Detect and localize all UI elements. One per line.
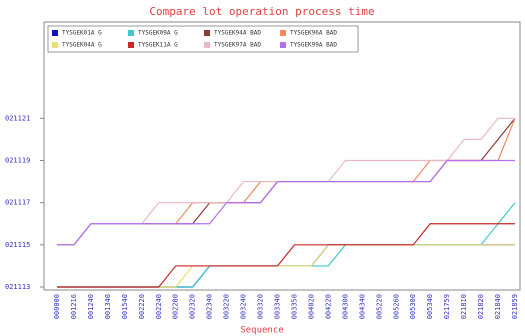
x-tick-label: 021820 — [477, 294, 485, 319]
legend-label: TYSGEK96A BAD — [290, 30, 337, 37]
x-tick-label: 001540 — [121, 294, 129, 319]
y-tick-label: 021119 — [5, 157, 30, 165]
x-tick-label: 004220 — [324, 294, 332, 319]
x-tick-label: 002220 — [138, 294, 146, 319]
x-tick-label: 004340 — [358, 294, 366, 319]
x-tick-label: 005220 — [375, 294, 383, 319]
x-tick-label: 021859 — [511, 294, 519, 319]
x-tick-label: 004020 — [307, 294, 315, 319]
y-tick-label: 021115 — [5, 241, 30, 249]
x-axis-label: Sequence — [240, 326, 283, 336]
x-tick-label: 005340 — [426, 294, 434, 319]
y-tick-label: 021117 — [5, 199, 30, 207]
legend-swatch — [280, 30, 286, 36]
legend-label: TYSGEK09A G — [138, 30, 178, 37]
legend-swatch — [204, 30, 210, 36]
x-tick-label: 003240 — [240, 294, 248, 319]
x-tick-label: 002340 — [206, 294, 214, 319]
legend-label: TYSGEK97A BAD — [214, 42, 261, 49]
x-tick-label: 001240 — [87, 294, 95, 319]
x-tick-label: 003220 — [223, 294, 231, 319]
legend-label: TYSGEK04A G — [62, 42, 102, 49]
x-tick-label: 021810 — [460, 294, 468, 319]
legend-swatch — [280, 42, 286, 48]
legend-swatch — [128, 30, 134, 36]
legend-swatch — [128, 42, 134, 48]
legend-swatch — [52, 42, 58, 48]
chart-title: Compare lot operation process time — [149, 5, 374, 18]
x-tick-label: 005260 — [392, 294, 400, 319]
legend — [47, 25, 359, 53]
x-tick-label: 003350 — [290, 294, 298, 319]
legend-label: TYSGEK01A G — [62, 30, 102, 37]
series-line — [57, 223, 515, 288]
x-tick-label: 003320 — [257, 294, 265, 319]
plot-frame — [43, 21, 521, 291]
legend-label: TYSGEK11A G — [138, 42, 178, 49]
x-tick-label: 001340 — [104, 294, 112, 319]
x-tick-label: 021759 — [443, 294, 451, 319]
y-tick-label: 021121 — [5, 114, 30, 122]
x-tick-label: 002280 — [172, 294, 180, 319]
x-tick-label: 003340 — [274, 294, 282, 319]
legend-label: TYSGEK99A BAD — [290, 42, 337, 49]
x-tick-label: 001216 — [70, 294, 78, 319]
series-line — [57, 159, 515, 246]
x-tick-label: 004300 — [341, 294, 349, 319]
x-tick-label: 021840 — [494, 294, 502, 319]
x-tick-label: 005300 — [409, 294, 417, 319]
y-tick-label: 021113 — [5, 283, 30, 291]
x-tick-label: 002240 — [155, 294, 163, 319]
legend-swatch — [52, 30, 58, 36]
x-tick-label: 002320 — [189, 294, 197, 319]
legend-label: TYSGEK94A BAD — [214, 30, 261, 37]
legend-swatch — [204, 42, 210, 48]
x-tick-label: 000000 — [53, 294, 61, 319]
